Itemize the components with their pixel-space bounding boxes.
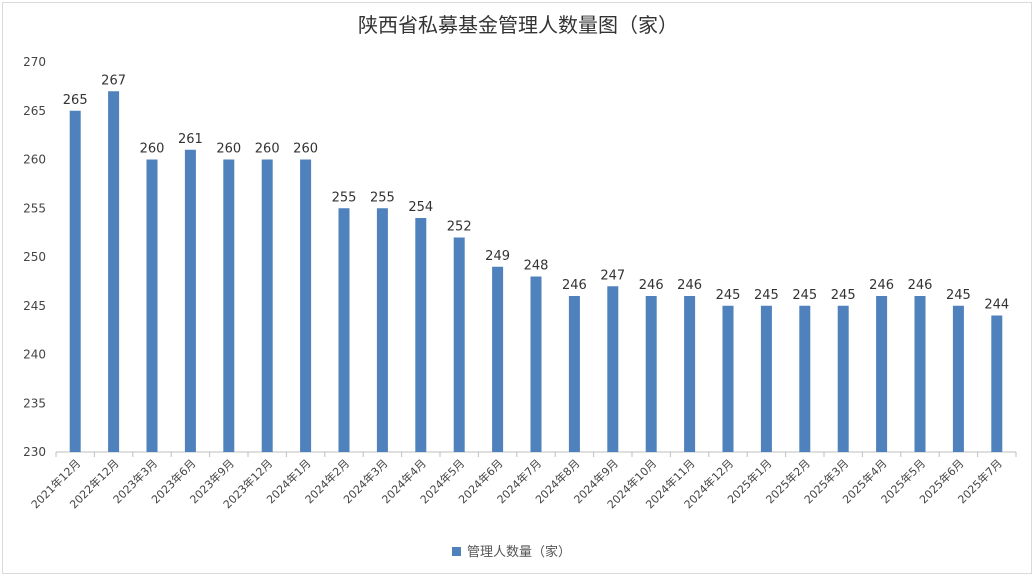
data-label: 245 xyxy=(754,288,779,303)
bar xyxy=(991,315,1003,452)
bar xyxy=(492,266,504,452)
bar xyxy=(799,305,811,452)
data-label: 255 xyxy=(332,190,357,205)
data-label: 248 xyxy=(524,259,549,274)
y-axis: 230 235 240 245 250 255 260 265 270 xyxy=(23,55,46,459)
bar xyxy=(184,149,196,452)
bar xyxy=(223,159,235,452)
bar xyxy=(952,305,964,452)
data-label: 245 xyxy=(792,288,817,303)
bar xyxy=(108,91,120,452)
y-tick-label: 265 xyxy=(23,104,46,118)
data-label: 246 xyxy=(677,278,702,293)
legend-label: 管理人数量（家） xyxy=(467,544,571,560)
data-label: 260 xyxy=(216,142,241,157)
bar xyxy=(530,276,542,452)
data-label: 245 xyxy=(946,288,971,303)
legend: 管理人数量（家） xyxy=(452,544,571,560)
x-axis: 2021年12月2022年12月2023年3月2023年6月2023年9月202… xyxy=(28,451,1017,511)
data-label: 249 xyxy=(485,249,510,264)
bar xyxy=(568,296,580,452)
bar xyxy=(876,296,888,452)
data-label: 254 xyxy=(408,200,433,215)
data-label: 260 xyxy=(293,142,318,157)
y-tick-label: 250 xyxy=(23,250,46,264)
data-label: 265 xyxy=(63,93,88,108)
y-tick-label: 235 xyxy=(23,396,46,410)
bar xyxy=(146,159,158,452)
chart-title: 陕西省私募基金管理人数量图（家） xyxy=(358,13,678,37)
data-label: 244 xyxy=(984,298,1009,313)
bar xyxy=(722,305,734,452)
y-tick-label: 270 xyxy=(23,55,46,69)
bar xyxy=(645,296,657,452)
bar xyxy=(607,286,619,452)
bar xyxy=(376,208,388,452)
data-label: 255 xyxy=(370,190,395,205)
data-label: 247 xyxy=(600,268,625,283)
data-label: 245 xyxy=(716,288,741,303)
bar xyxy=(684,296,696,452)
data-label: 261 xyxy=(178,132,203,147)
bar xyxy=(415,218,427,452)
bar xyxy=(914,296,926,452)
data-label: 260 xyxy=(140,142,165,157)
data-label: 260 xyxy=(255,142,280,157)
legend-swatch xyxy=(452,547,461,556)
y-tick-label: 230 xyxy=(23,445,46,459)
data-label: 246 xyxy=(908,278,933,293)
y-tick-label: 255 xyxy=(23,201,46,215)
data-label: 246 xyxy=(562,278,587,293)
data-label: 246 xyxy=(869,278,894,293)
data-label: 252 xyxy=(447,220,472,235)
bar xyxy=(69,110,81,452)
bar xyxy=(837,305,849,452)
bar xyxy=(760,305,772,452)
data-label: 246 xyxy=(639,278,664,293)
data-label: 267 xyxy=(101,73,126,88)
data-label: 245 xyxy=(831,288,856,303)
bar xyxy=(338,208,350,452)
y-tick-label: 240 xyxy=(23,348,46,362)
bar xyxy=(261,159,273,452)
bar xyxy=(300,159,312,452)
y-tick-label: 260 xyxy=(23,153,46,167)
bar xyxy=(453,237,465,452)
bars: 265 267 260 261 260 260 260 255 255 254 252 249 248 2… xyxy=(63,73,1009,452)
y-tick-label: 245 xyxy=(23,299,46,313)
